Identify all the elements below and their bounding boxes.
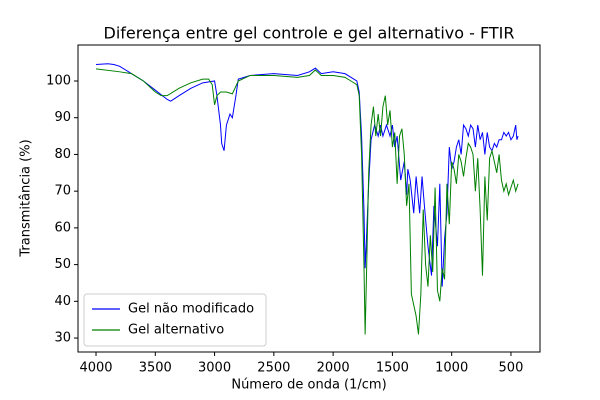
y-tick-label: 50	[54, 257, 71, 272]
legend-box	[83, 293, 267, 347]
x-tick-label: 4000	[79, 361, 112, 376]
y-tick-label: 90	[54, 110, 71, 125]
x-tick-label: 1000	[435, 361, 468, 376]
chart-title: Diferença entre gel controle e gel alter…	[104, 24, 515, 43]
y-tick-label: 100	[46, 73, 71, 88]
data-line	[95, 68, 519, 335]
x-tick-label: 3000	[198, 361, 231, 376]
y-tick-label: 40	[54, 294, 71, 309]
y-tick-label: 70	[54, 184, 71, 199]
x-tick-label: 2500	[257, 361, 290, 376]
x-axis-label: Número de onda (1/cm)	[231, 378, 386, 393]
x-tick-label: 500	[499, 361, 524, 376]
legend: Gel não modificado Gel alternativo	[83, 293, 267, 347]
plot-frame	[77, 44, 541, 353]
y-tick-label: 80	[54, 147, 71, 162]
legend-label: Gel alternativo	[128, 323, 224, 338]
legend-label: Gel não modificado	[128, 302, 254, 317]
x-tick-label: 2000	[317, 361, 350, 376]
data-line	[95, 63, 519, 287]
x-tick-label: 1500	[376, 361, 409, 376]
x-tick-label: 3500	[139, 361, 172, 376]
y-tick-label: 30	[54, 331, 71, 346]
y-tick-label: 60	[54, 220, 71, 235]
y-axis-label: Transmitância (%)	[19, 139, 34, 257]
